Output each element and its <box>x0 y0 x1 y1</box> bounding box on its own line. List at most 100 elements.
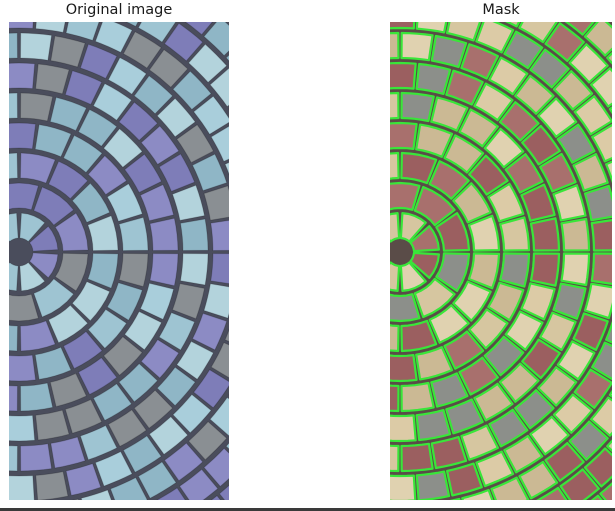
paver-stone <box>164 442 204 482</box>
paver-stone <box>210 495 222 500</box>
paver-stone <box>9 122 37 150</box>
paver-stone <box>573 368 612 409</box>
paver-stone <box>544 22 585 63</box>
paver-stone <box>9 475 35 500</box>
paver-stone <box>49 372 87 408</box>
paver-stone <box>568 43 609 84</box>
paver-stone <box>71 498 80 500</box>
paver-stone <box>498 101 540 142</box>
paver-stone <box>503 30 544 70</box>
paver-stone <box>452 182 492 224</box>
paver-stone <box>443 330 485 370</box>
paver-stone <box>137 22 177 43</box>
paver-stone <box>605 160 612 184</box>
paver-stone <box>390 354 418 383</box>
paver-stone <box>9 324 19 352</box>
paver-stone <box>87 308 127 349</box>
paver-stone <box>148 416 189 455</box>
paver-stone <box>483 335 525 377</box>
paver-stone <box>35 63 70 95</box>
paver-stone <box>139 184 175 222</box>
paver-stone <box>529 415 570 456</box>
paver-stone <box>65 22 100 41</box>
paver-stone <box>467 214 501 252</box>
paver-stone <box>180 218 209 251</box>
paver-stone <box>590 494 603 500</box>
paver-stone <box>140 339 180 379</box>
paver-stone <box>64 399 103 434</box>
paver-stone <box>158 312 196 351</box>
paver-stone <box>137 461 177 499</box>
paver-stone <box>488 56 529 96</box>
paver-stone <box>64 70 103 105</box>
paver-stone <box>184 22 213 36</box>
paver-stone <box>552 393 594 434</box>
paver-stone <box>390 444 400 473</box>
paver-stone <box>536 486 568 500</box>
paver-stone <box>461 488 494 500</box>
paver-stone <box>34 124 72 158</box>
paver-stone <box>9 182 39 211</box>
paver-stone <box>467 252 501 290</box>
original-image-title: Original image <box>65 2 173 18</box>
paver-stone <box>504 310 544 351</box>
paver-stone <box>118 216 149 252</box>
paver-stone <box>468 308 509 350</box>
paver-stone <box>400 151 438 185</box>
paver-stone <box>537 97 578 138</box>
paver-stone <box>87 155 127 196</box>
paver-stone <box>430 96 469 132</box>
paver-stone <box>148 49 189 88</box>
paver-stone <box>9 62 36 90</box>
paver-stone <box>172 283 205 320</box>
paver-stone <box>599 482 612 500</box>
paver-stone <box>568 420 609 461</box>
paver-stone <box>400 319 438 353</box>
paver-stone <box>473 382 514 422</box>
paver-stone <box>50 35 86 68</box>
paver-stone <box>156 487 186 500</box>
paver-stone <box>225 54 229 62</box>
paver-stone <box>390 293 421 323</box>
paver-stone <box>498 362 540 403</box>
paver-stone <box>560 217 591 252</box>
paver-stone <box>445 398 484 435</box>
paver-stone <box>35 409 70 441</box>
paver-stone <box>415 123 454 158</box>
paver-stone <box>92 383 132 421</box>
paver-stone <box>503 434 544 474</box>
paver-stone <box>210 342 229 379</box>
paver-stone <box>19 320 56 352</box>
paver-stone <box>606 51 612 65</box>
paver-stone <box>49 96 87 132</box>
paver-stone <box>20 382 54 412</box>
mask-title: Mask <box>482 2 520 18</box>
paver-stone <box>539 311 577 352</box>
paver-stone <box>224 161 229 176</box>
paver-stone <box>122 435 162 473</box>
paver-stone <box>505 22 521 28</box>
paver-stone <box>71 182 111 223</box>
paver-stone <box>193 95 229 135</box>
paver-stone <box>390 212 401 243</box>
paver-stone <box>499 252 531 288</box>
paver-stone <box>590 218 612 252</box>
paver-stone <box>518 460 559 500</box>
paver-stone <box>80 489 112 500</box>
paver-stone <box>458 356 499 396</box>
paver-stone <box>139 282 175 320</box>
paver-stone <box>210 125 229 162</box>
paver-stone <box>529 217 561 252</box>
paver-stone <box>34 346 72 380</box>
paver-stone <box>487 281 525 322</box>
paver-stone <box>63 134 103 173</box>
paver-stone <box>54 252 89 292</box>
paver-stone <box>210 253 229 285</box>
paver-stone <box>556 123 596 164</box>
paver-stone <box>103 128 143 168</box>
paver-stone <box>125 22 139 27</box>
paver-stone <box>490 476 530 500</box>
paver-stone <box>156 97 196 138</box>
paver-stone <box>9 414 36 442</box>
paver-stone <box>560 252 591 287</box>
